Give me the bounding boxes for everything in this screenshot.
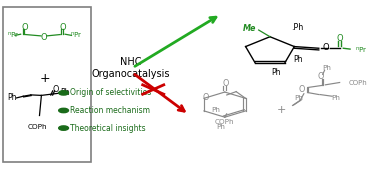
Text: COPh: COPh [349, 80, 368, 86]
Text: Origin of selectivities: Origin of selectivities [70, 88, 151, 97]
Bar [3, 7, 91, 162]
Circle shape [59, 108, 68, 113]
Text: Ph: Ph [293, 55, 303, 64]
Text: O: O [318, 73, 324, 81]
Text: $\mathregular{^nPr}$: $\mathregular{^nPr}$ [8, 30, 20, 40]
Text: O: O [40, 33, 47, 42]
Text: O: O [21, 23, 28, 32]
Text: Ph: Ph [294, 95, 303, 101]
Text: Me: Me [243, 24, 256, 33]
Text: Reaction mechanism: Reaction mechanism [70, 106, 150, 115]
Text: Ph: Ph [217, 124, 225, 130]
Text: +: + [277, 105, 286, 115]
Text: $\mathregular{^nPr}$: $\mathregular{^nPr}$ [355, 45, 367, 55]
Text: COPh: COPh [28, 124, 47, 130]
Circle shape [59, 126, 68, 130]
Text: O: O [336, 34, 343, 43]
Text: Ph: Ph [332, 95, 340, 101]
Text: O: O [52, 85, 59, 94]
Text: COPh: COPh [215, 119, 234, 125]
Text: Ph: Ph [212, 107, 220, 113]
Text: O: O [59, 23, 66, 32]
Text: O: O [299, 85, 305, 94]
Text: Ph: Ph [60, 88, 70, 97]
Text: Ph: Ph [322, 65, 331, 71]
Text: .Ph: .Ph [291, 23, 303, 32]
Text: +: + [40, 72, 50, 85]
Text: Ph: Ph [271, 68, 280, 77]
Text: O: O [203, 93, 209, 102]
Circle shape [59, 91, 68, 95]
Text: NHC
Organocatalysis: NHC Organocatalysis [91, 57, 170, 79]
Text: Ph: Ph [8, 93, 17, 102]
Text: O: O [322, 43, 329, 52]
Text: $\mathregular{^nPr}$: $\mathregular{^nPr}$ [70, 30, 83, 40]
Text: O: O [222, 79, 229, 88]
Text: Theoretical insights: Theoretical insights [70, 124, 145, 132]
